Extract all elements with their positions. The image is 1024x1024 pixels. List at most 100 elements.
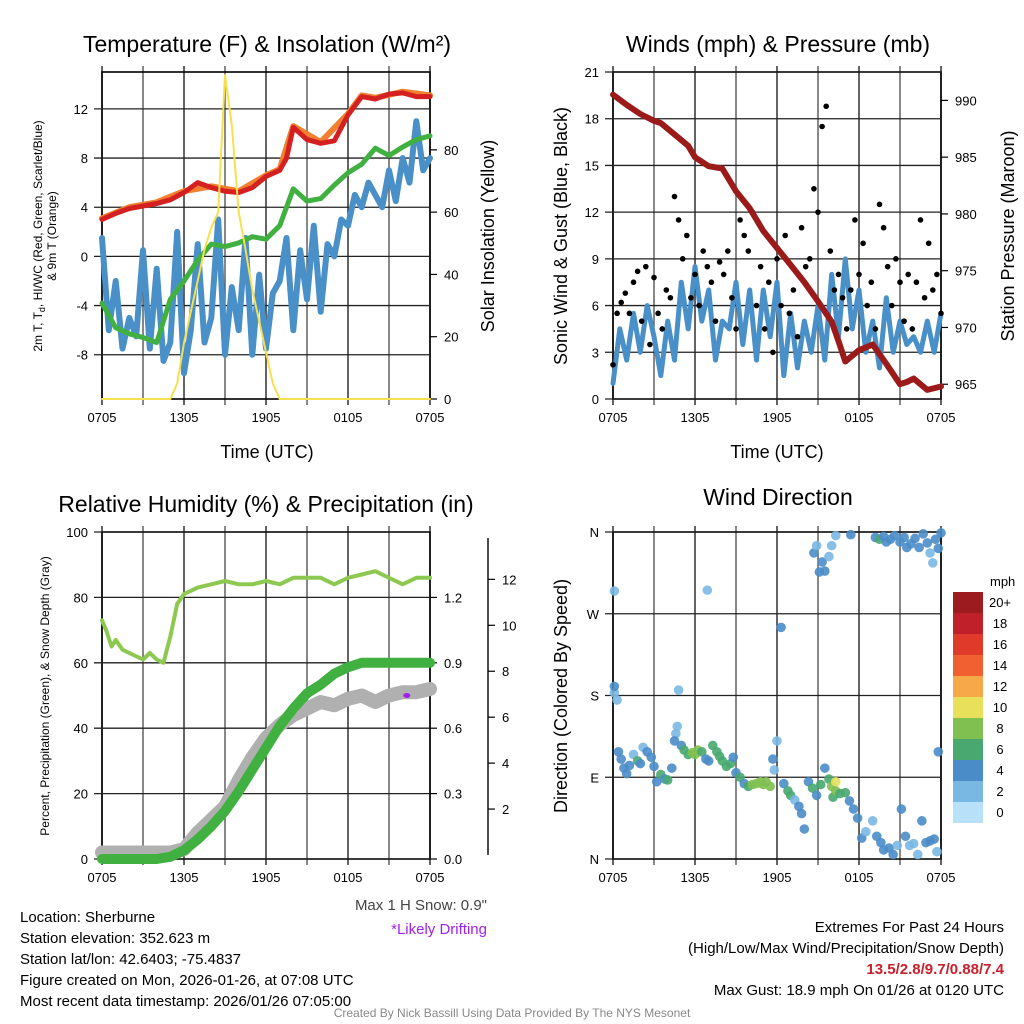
gust-point	[659, 326, 665, 332]
wind-direction-point	[846, 529, 856, 540]
precipitation-line	[97, 657, 435, 864]
temp-chart-title: Temperature (F) & Insolation (W/m²)	[83, 31, 451, 57]
gust-point	[696, 302, 702, 309]
wdir-xtick-label: 0705	[927, 870, 956, 885]
pressure-y2-tick-label: 975	[955, 264, 977, 279]
wdir-xtick-label: 0105	[845, 870, 874, 885]
gust-point	[852, 217, 858, 223]
wind-direction-point	[768, 754, 778, 764]
gust-point	[811, 185, 817, 192]
gust-point	[889, 302, 895, 309]
wind-direction-point	[609, 586, 620, 596]
latlon-text: Station lat/lon: 42.6403; -75.4837	[20, 951, 242, 968]
recent-data-text: Most recent data timestamp: 2026/01/26 0…	[20, 993, 352, 1010]
wind-direction-point	[820, 763, 830, 773]
wind-direction-point	[830, 530, 841, 541]
gust-point	[700, 248, 706, 254]
wind-direction-point	[889, 530, 900, 541]
gust-point	[827, 248, 834, 254]
gust-point	[684, 232, 690, 239]
wind-direction-point	[728, 752, 739, 763]
gust-point	[712, 318, 719, 324]
wind-xtick-label: 0705	[927, 410, 956, 425]
relative-humidity-line	[100, 569, 432, 665]
gust-point	[823, 103, 829, 110]
gust-point	[913, 279, 920, 286]
gust-point	[934, 271, 940, 278]
gust-point	[897, 279, 903, 286]
legend-label: 18	[993, 616, 1007, 631]
gust-point	[675, 217, 682, 223]
pressure-y2-tick-label: 980	[955, 207, 977, 222]
station-info: Location: Sherburne Station elevation: 3…	[20, 907, 354, 1012]
max-snow-annotation: Max 1 H Snow: 0.9"	[354, 897, 487, 914]
precip-y2-tick-label: 1.2	[444, 590, 462, 605]
temp-xtick-label: 0105	[334, 410, 363, 425]
wind-direction-point	[867, 816, 878, 826]
legend-label: 20+	[989, 595, 1011, 610]
rh-ytick-label: 80	[74, 590, 88, 605]
wind-chart-title: Winds (mph) & Pressure (mb)	[626, 31, 930, 57]
wind-ytick-label: 21	[585, 65, 599, 80]
wdir-xtick-label: 1305	[681, 870, 710, 885]
legend-swatch	[953, 739, 983, 760]
wind-direction-point	[817, 557, 827, 567]
temp-xtick-label: 0705	[88, 410, 117, 425]
location-text: Location: Sherburne	[20, 909, 156, 926]
wdir-xtick-label: 1905	[763, 870, 792, 885]
wind-direction-point	[621, 768, 632, 779]
temp-y2-tick-label: 40	[444, 267, 458, 282]
gust-point	[638, 318, 645, 324]
gust-point	[794, 333, 801, 340]
wind-direction-point	[824, 551, 834, 562]
gust-point	[921, 294, 928, 301]
rh-chart-title: Relative Humidity (%) & Precipitation (i…	[58, 491, 473, 517]
gust-point	[708, 279, 715, 286]
gust-point	[614, 310, 620, 317]
gust-point	[917, 217, 924, 223]
temp-xtick-label: 1305	[170, 410, 199, 425]
gust-point	[938, 310, 944, 317]
wind-direction-point	[613, 747, 624, 757]
temp-ytick-label: 4	[81, 200, 88, 215]
wind-ytick-label: 12	[585, 205, 599, 220]
likely-drifting-point	[403, 693, 411, 698]
rh-xtick-label: 0705	[88, 870, 117, 885]
wdir-ytick-label: N	[590, 525, 599, 540]
gust-point	[667, 294, 674, 301]
legend-swatch	[953, 697, 983, 718]
wdir-xtick-label: 0705	[599, 870, 628, 885]
wind-direction-point	[796, 808, 807, 819]
precip-y2-tick-label: 0.6	[444, 721, 462, 736]
legend-swatch	[953, 802, 983, 823]
gust-point	[663, 287, 670, 293]
gust-point	[856, 271, 862, 278]
snow-tick-label: 2	[502, 802, 509, 817]
temp-ytick-label: -8	[76, 348, 88, 363]
wind-direction-point	[844, 796, 855, 806]
precip-y2-tick-label: 0.9	[444, 656, 462, 671]
gust-point	[630, 279, 637, 286]
rh-ytick-label: 60	[74, 656, 88, 671]
wind-direction-point	[673, 685, 684, 695]
temp-xlabel: Time (UTC)	[220, 442, 313, 462]
legend-label: 0	[996, 805, 1003, 820]
wind-direction-point	[929, 834, 939, 844]
pressure-y2-tick-label: 985	[955, 150, 977, 165]
wind-direction-point	[635, 758, 646, 769]
wind-direction-point	[933, 543, 944, 554]
temp-ytick-label: -4	[76, 299, 88, 314]
station-pressure-line	[610, 91, 944, 393]
gust-point	[626, 310, 633, 317]
gust-point	[872, 326, 879, 332]
legend-label: 16	[993, 637, 1007, 652]
pressure-y2-tick-label: 990	[955, 93, 977, 108]
gust-point	[925, 240, 932, 247]
gust-point	[737, 217, 743, 223]
likely-drifting-annotation: *Likely Drifting	[391, 921, 487, 938]
gust-point	[733, 326, 739, 332]
created-text: Figure created on Mon, 2026-01-26, at 07…	[20, 972, 354, 989]
gust-point	[807, 256, 813, 262]
gust-point	[716, 259, 723, 265]
wind-direction-point	[826, 540, 837, 551]
